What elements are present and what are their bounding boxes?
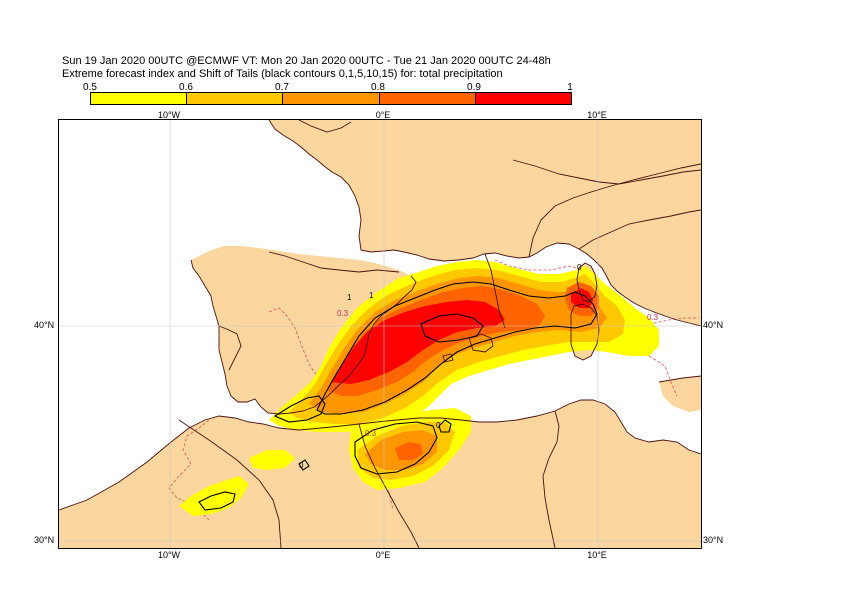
border-line (528, 163, 701, 258)
sot-contour (316, 281, 598, 415)
border-line (578, 209, 701, 250)
border-line (268, 251, 400, 273)
sot-contour (438, 419, 452, 433)
map-panel: 0.3 0.3 0.3 1 1 0 0 0 (58, 119, 702, 549)
sot-contour (420, 313, 484, 343)
border-line (468, 333, 494, 353)
efi-fill-layer (179, 260, 659, 516)
border-line (360, 242, 701, 327)
colorbar-tick: 0.7 (275, 82, 289, 93)
efi-contour-dashed (494, 259, 584, 271)
lon-label-bottom: 0°E (375, 550, 391, 560)
efi-colorbar (90, 92, 572, 105)
contour-label: 1 (369, 291, 374, 300)
efi-area-0.8 (395, 442, 423, 460)
colorbar-tick: 0.8 (371, 82, 385, 93)
contour-label: 0.3 (337, 309, 349, 318)
border-line (268, 120, 362, 251)
colorbar-segment (475, 93, 572, 104)
efi-area-0.9 (331, 300, 505, 384)
colorbar-segment (187, 93, 284, 104)
lon-label-bottom: 10°W (157, 550, 181, 560)
map-title-line-1: Sun 19 Jan 2020 00UTC @ECMWF VT: Mon 20 … (62, 55, 551, 67)
efi-contour-dashed (618, 305, 699, 325)
land-iberia (191, 246, 416, 414)
border-line (178, 419, 282, 548)
contour-label: 0 (299, 461, 304, 470)
lon-label-top: 10°W (157, 110, 181, 120)
sot-contour (298, 459, 310, 471)
lon-label-top: 10°E (587, 110, 607, 120)
sot-contour-layer (198, 281, 598, 511)
border-line (576, 262, 598, 303)
border-line (442, 353, 454, 363)
lat-label-left: 30°N (34, 535, 55, 545)
contour-label: 0.3 (647, 313, 659, 322)
border-line (298, 120, 352, 133)
graticule (59, 120, 701, 548)
efi-contour-dashed (268, 307, 358, 419)
contour-label-layer: 0.3 0.3 0.3 1 1 0 0 0 (299, 263, 659, 470)
contour-label: 1 (347, 293, 352, 302)
contour-label: 0 (436, 421, 441, 430)
sot-contour (198, 491, 236, 511)
land-europe (269, 120, 701, 326)
lat-label-right: 40°N (703, 320, 724, 330)
border-line (658, 375, 701, 383)
efi-area-0.5 (249, 450, 295, 470)
efi-contour-dashed (648, 355, 678, 397)
lat-label-right: 30°N (703, 535, 724, 545)
map-title-line-2: Extreme forecast index and Shift of Tail… (62, 68, 503, 80)
efi-area-0.5 (179, 476, 249, 516)
contour-label: 0 (577, 263, 582, 272)
colorbar-tick: 0.6 (179, 82, 193, 93)
lon-label-bottom: 10°E (587, 550, 607, 560)
border-line (512, 159, 701, 185)
land-sicily (659, 376, 701, 412)
border-line (218, 325, 242, 371)
border-line (542, 410, 560, 548)
contour-label: 0.3 (365, 429, 377, 438)
lat-label-left: 40°N (34, 320, 55, 330)
colorbar-tick: 1 (567, 82, 573, 93)
border-line (358, 423, 420, 548)
colorbar-segment (379, 93, 476, 104)
map-svg: 0.3 0.3 0.3 1 1 0 0 0 (59, 120, 701, 548)
border-line (59, 399, 701, 511)
colorbar-tick: 0.5 (83, 82, 97, 93)
lon-label-top: 0°E (375, 110, 391, 120)
colorbar-tick: 0.9 (467, 82, 481, 93)
colorbar-segment (91, 93, 188, 104)
sot-contour (354, 421, 438, 475)
sot-contour (273, 395, 326, 423)
border-line (484, 253, 506, 329)
colorbar-segment (283, 93, 380, 104)
